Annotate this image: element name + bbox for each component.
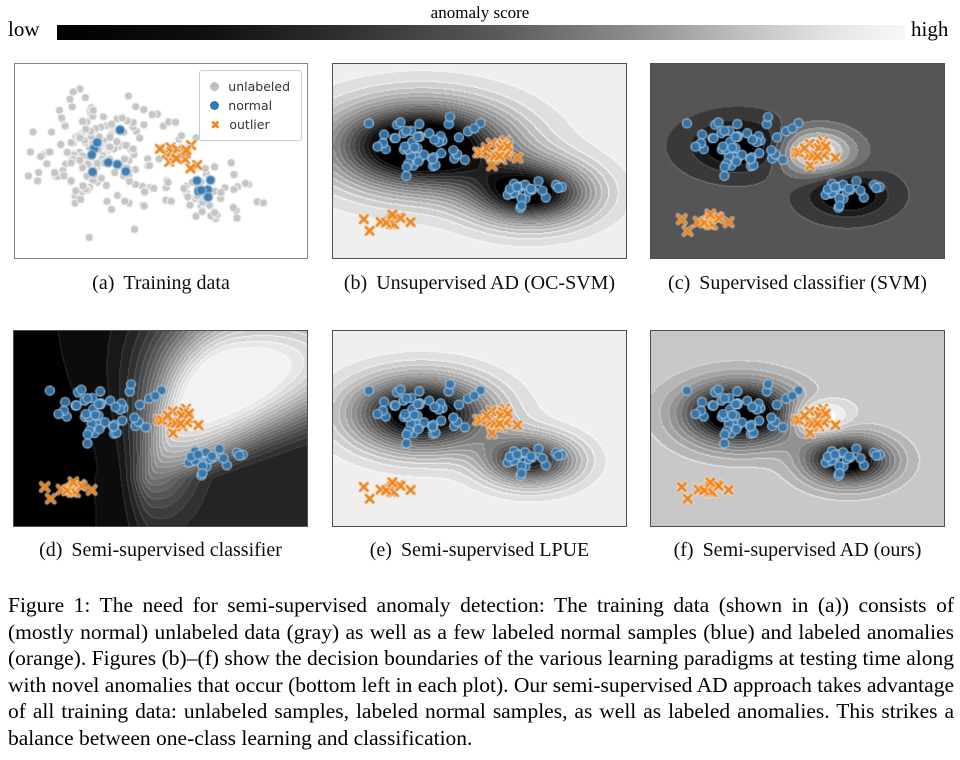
subcaption-text: Semi-supervised classifier <box>71 539 282 561</box>
panel-semisupervised-ad-ours <box>650 330 945 527</box>
subcaption-d: (d) Semi-supervised classifier <box>13 539 308 562</box>
subcaption-e: (e) Semi-supervised LPUE <box>332 539 627 562</box>
subcaption-a: (a) Training data <box>14 272 308 295</box>
normal-dot-icon <box>210 101 220 110</box>
subcaption-text: Unsupervised AD (OC-SVM) <box>376 272 616 294</box>
panel-semisupervised-lpue <box>332 330 627 527</box>
figure-caption: Figure 1: The need for semi-supervised a… <box>8 593 954 750</box>
subcaption-label: (d) <box>39 539 63 561</box>
subcaption-c: (c) Supervised classifier (SVM) <box>650 272 945 295</box>
legend-item-normal: normal <box>210 96 290 115</box>
outlier-x-icon: ✖ <box>210 117 221 132</box>
panel-e-canvas <box>333 331 626 526</box>
legend-label: unlabeled <box>228 79 290 94</box>
panel-unsupervised-ocsvm <box>332 63 627 259</box>
legend-item-unlabeled: unlabeled <box>210 77 290 96</box>
subcaption-label: (a) <box>92 272 115 294</box>
subcaption-text: Semi-supervised AD (ours) <box>702 539 922 561</box>
colorbar-low-label: low <box>8 17 40 41</box>
panel-c-canvas <box>651 64 944 258</box>
subcaption-label: (f) <box>673 539 694 561</box>
subcaption-b: (b) Unsupervised AD (OC-SVM) <box>332 272 627 295</box>
subcaption-text: Semi-supervised LPUE <box>400 539 590 561</box>
subcaption-label: (e) <box>369 539 392 561</box>
colorbar-high-label: high <box>911 17 949 41</box>
legend: unlabeled normal ✖ outlier <box>199 70 302 141</box>
subcaption-f: (f) Semi-supervised AD (ours) <box>650 539 945 562</box>
legend-label: normal <box>228 98 273 113</box>
legend-label: outlier <box>229 117 270 132</box>
panel-d-canvas <box>14 331 307 526</box>
panel-f-canvas <box>651 331 944 526</box>
subcaption-label: (b) <box>343 272 368 294</box>
panel-semisupervised-classifier <box>13 330 308 527</box>
colorbar-gradient <box>57 25 905 40</box>
colorbar-title: anomaly score <box>430 3 530 22</box>
panel-supervised-svm <box>650 63 945 259</box>
subcaption-label: (c) <box>668 272 691 294</box>
subcaption-text: Supervised classifier (SVM) <box>699 272 927 294</box>
panel-b-canvas <box>333 64 626 258</box>
legend-item-outlier: ✖ outlier <box>210 115 290 134</box>
unlabeled-dot-icon <box>210 82 220 91</box>
subcaption-text: Training data <box>123 272 230 294</box>
panel-training-data: unlabeled normal ✖ outlier <box>14 63 308 259</box>
